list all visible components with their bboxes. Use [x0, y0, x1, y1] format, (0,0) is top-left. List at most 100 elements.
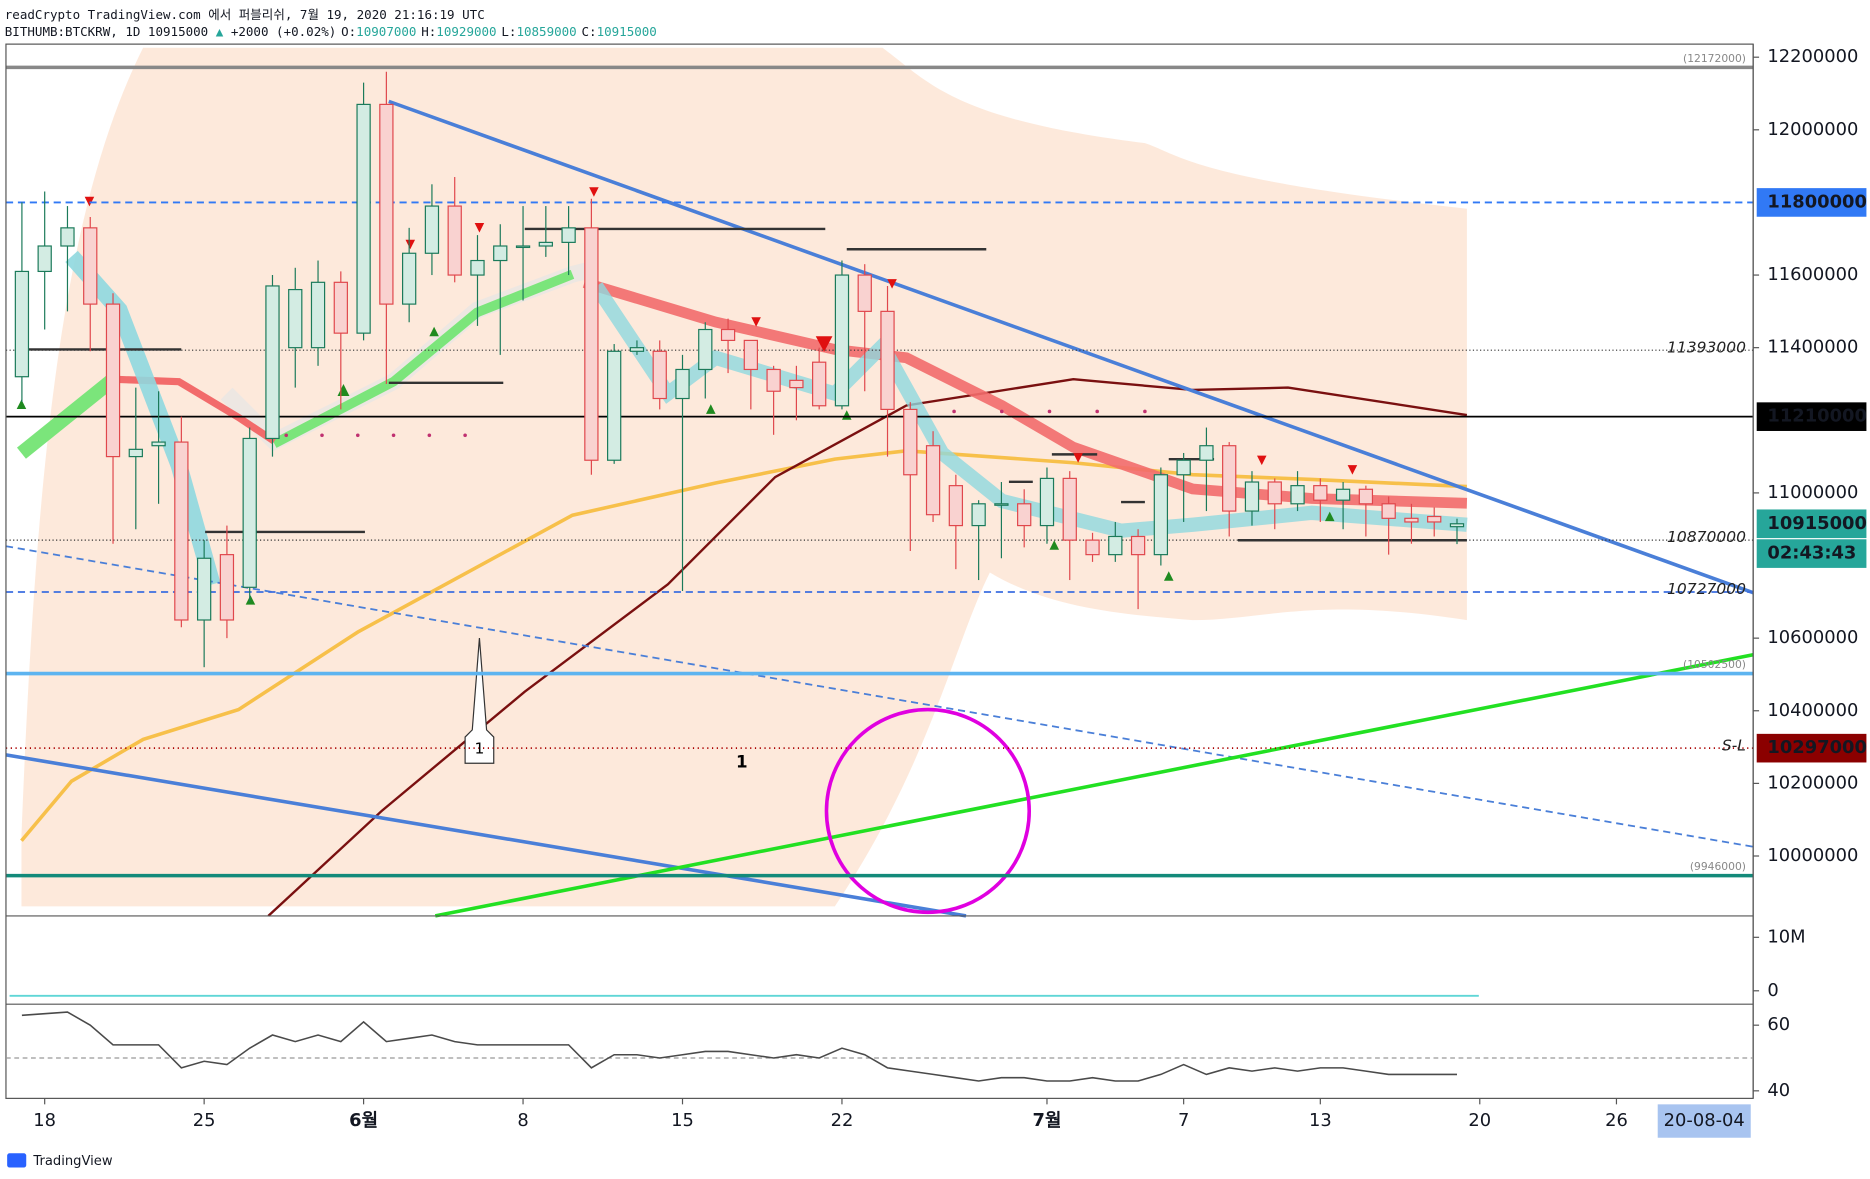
up-arrow: ▲ — [208, 24, 231, 39]
candle-body — [242, 437, 257, 588]
level-label: S-L — [1722, 736, 1746, 754]
candle-body — [310, 281, 326, 349]
candle-body — [105, 303, 121, 458]
countdown: 02:43:43 — [1767, 543, 1856, 564]
x-tick-label: 15 — [671, 1110, 694, 1131]
x-tick-label: 20 — [1468, 1110, 1491, 1131]
x-tick-label: 25 — [193, 1110, 216, 1131]
trendline — [434, 652, 1754, 918]
candle-body — [1267, 481, 1282, 505]
candle-body — [880, 310, 895, 410]
marks — [5, 65, 1754, 878]
trendline — [5, 753, 967, 918]
candle-body — [1335, 488, 1351, 501]
level-label: (12172000) — [1683, 52, 1746, 65]
y-tick-label: 10200000 — [1767, 772, 1858, 793]
price-tag-bg — [1756, 188, 1867, 217]
trendline — [388, 99, 1754, 595]
x-tick-label: 7월 — [1033, 1110, 1062, 1131]
candle-body — [1153, 474, 1169, 556]
rsi-line — [21, 1011, 1457, 1082]
price-tag-bg — [1756, 402, 1867, 431]
change: +2000 (+0.02%) — [231, 24, 337, 39]
candle-body — [83, 227, 98, 305]
candle-body — [1108, 535, 1123, 556]
y-tick-label: 0 — [1767, 980, 1778, 1001]
x-tick-label: 22 — [831, 1110, 854, 1131]
header-line: readCrypto TradingView.com 에서 퍼블리쉬, 7월 1… — [5, 7, 485, 22]
candle-body — [766, 368, 781, 392]
dots — [284, 409, 1147, 438]
price-tag-bg — [1756, 733, 1867, 763]
candle-body — [1085, 539, 1100, 556]
candle-body — [37, 245, 52, 273]
candle-body — [948, 485, 964, 527]
x-tick-label: 13 — [1309, 1110, 1332, 1131]
candle-body — [424, 205, 440, 254]
y-tick-label: 40 — [1767, 1080, 1790, 1101]
x-tick-label: 8 — [517, 1110, 528, 1131]
y-tick-label: 10600000 — [1767, 627, 1858, 648]
price-tag: 11800000 — [1767, 191, 1867, 212]
y-tick-label: 11400000 — [1767, 337, 1858, 358]
trendline — [5, 545, 1754, 848]
candle-body — [607, 350, 622, 461]
candle-body — [834, 274, 850, 407]
ohlc-key: L: — [501, 24, 516, 39]
ohlc-value: 10915000 — [597, 24, 657, 39]
candle-body — [128, 448, 143, 458]
y-tick-label: 10400000 — [1767, 700, 1858, 721]
candle-body — [1244, 481, 1260, 512]
candle-body — [1039, 477, 1055, 527]
level-label: (10502500) — [1683, 658, 1746, 671]
symbol: BITHUMB:BTCKRW, 1D 10915000 — [5, 24, 208, 39]
price-tag: 10297000 — [1767, 737, 1867, 758]
candle-body — [1358, 488, 1374, 505]
candle-body — [1313, 485, 1328, 501]
level-label: 10727000 — [1667, 580, 1746, 598]
brand-logo — [7, 1153, 27, 1168]
brand: TradingView — [32, 1154, 112, 1169]
x-tick-label: 26 — [1605, 1110, 1628, 1131]
candle-body — [1199, 445, 1214, 461]
candle-body — [1222, 445, 1237, 512]
candle-body — [515, 245, 531, 249]
ohlc-value: 10907000 — [356, 24, 416, 39]
candle-body — [652, 350, 667, 400]
y-tick-label: 60 — [1767, 1014, 1790, 1035]
candle-body — [379, 103, 394, 305]
candle-body — [698, 328, 713, 371]
ohlc: O:10907000 H:10929000 L:10859000 C:10915000 — [341, 24, 657, 39]
candle-body — [470, 259, 485, 276]
candle-body — [151, 441, 166, 447]
candle-body — [720, 328, 736, 342]
candle-body — [561, 227, 576, 243]
candle-body — [812, 361, 827, 407]
candle-body — [288, 288, 303, 349]
annotation: 1 — [736, 753, 748, 772]
ohlc-key: C: — [581, 24, 596, 39]
candle-body — [1449, 523, 1465, 528]
candle-body — [1062, 477, 1077, 541]
frames — [5, 43, 1754, 1099]
annotation: 1 — [474, 739, 484, 757]
candle-body — [925, 445, 941, 516]
price-tag: 10915000 — [1767, 513, 1867, 534]
candle-body — [857, 274, 872, 312]
ma-line — [20, 449, 1467, 842]
candle-body — [265, 285, 280, 440]
candle-body — [1176, 459, 1191, 476]
candle-body — [538, 241, 553, 247]
date-badge-bg — [1657, 1104, 1751, 1138]
candle-body — [584, 227, 599, 461]
y-tick-label: 10M — [1767, 926, 1805, 947]
ribbon — [272, 269, 575, 448]
y-tick-label: 12200000 — [1767, 46, 1858, 67]
candle-body — [1427, 515, 1442, 523]
candle-body — [14, 270, 30, 378]
ohlc-value: 10859000 — [516, 24, 576, 39]
date-badge: 20-08-04 — [1664, 1110, 1745, 1131]
candle-body — [675, 368, 690, 400]
header-symbol: BITHUMB:BTCKRW, 1D 10915000 ▲ +2000 (+0.… — [5, 24, 657, 39]
candle-body — [743, 339, 758, 371]
